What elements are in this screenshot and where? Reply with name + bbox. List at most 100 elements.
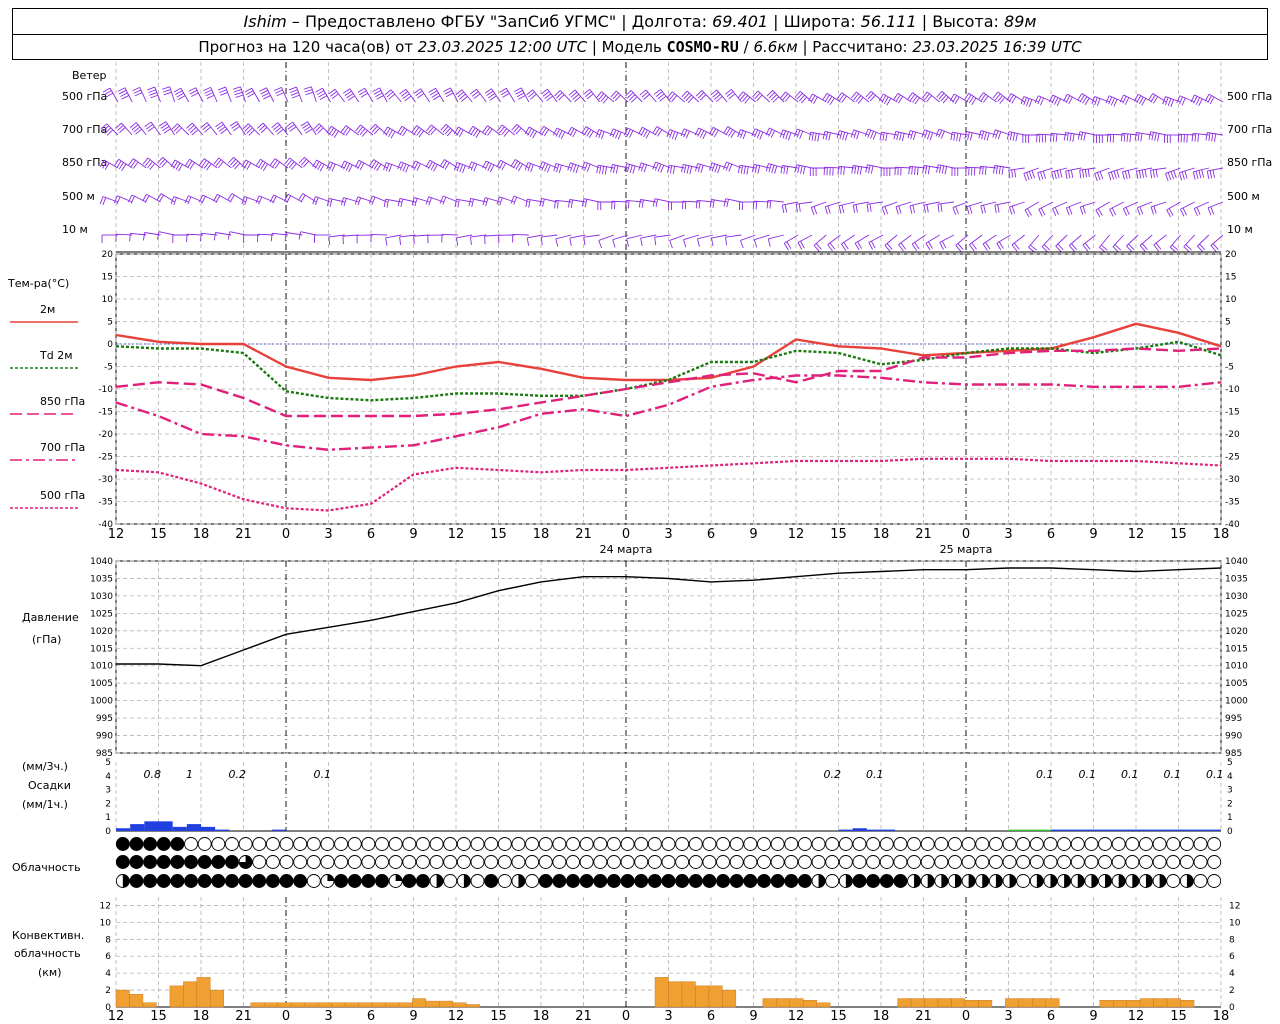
wind-barb-feather [162,126,170,132]
wind-barb-feather [355,124,361,132]
precip-title: Осадки [28,779,71,792]
cloud-fill [593,874,607,888]
wind-barb [856,91,870,103]
pressure-ytick: 1025 [90,609,113,619]
wind-barb-feather [1150,94,1156,103]
wind-barb-feather [937,204,940,213]
wind-barb-feather [244,125,251,132]
wind-barb [983,92,997,103]
wind-barb-feather [697,238,700,247]
wind-barb-feather [191,129,199,136]
temp-ytick-right: 15 [1225,273,1236,283]
wind-barb-feather [468,198,472,207]
wind-barb [165,121,176,136]
pressure-ytick: 1000 [90,697,113,707]
wind-barb-feather [626,164,630,173]
wind-barb-feather [1167,172,1172,181]
wind-barb [476,88,487,103]
cloud-fill [1132,874,1139,888]
wind-barb-feather [785,131,789,140]
wind-barb-feather [468,126,474,134]
hour-label: 21 [915,527,932,542]
wind-barb [569,199,586,203]
wind-barb-feather [1068,170,1071,179]
temp-ytick-right: -15 [1225,408,1240,418]
wind-barb-feather [156,193,162,201]
wind-barb-feather [359,90,367,96]
wind-level-label-right: 10 м [1227,223,1253,236]
wind-barb-feather [1031,170,1036,179]
wind-barb-feather [568,199,571,208]
wind-barb [754,128,770,136]
wind-barb-feather [287,124,295,130]
wind-barb [583,234,600,238]
wind-barb-feather [992,129,996,138]
wind-barb-feather [766,90,774,97]
cloud-circle [825,855,840,869]
pressure-ytick-right: 1000 [1225,697,1248,707]
wind-barb-feather [716,96,723,103]
pressure-ytick: 1020 [90,627,113,637]
wind-barb [248,123,260,136]
wind-barb-feather [390,131,396,139]
wind-barb-feather [471,91,479,97]
conv-bar [439,1000,454,1008]
wind-barb [328,234,345,238]
pressure-title: Давление [22,611,79,624]
wind-barb [236,121,246,136]
wind-barb-feather [1053,171,1057,180]
wind-barb-feather [415,90,423,96]
wind-barb-feather [827,244,833,252]
wind-barb-feather [510,159,516,167]
wind-barb-feather [783,243,789,251]
wind-barb-feather [289,126,297,132]
wind-barb-feather [1204,94,1210,102]
wind-barb-feather [1006,131,1010,140]
wind-barb-feather [909,94,916,102]
wind-barb-feather [782,130,787,139]
cloud-circle [852,837,867,851]
wind-barb-feather [260,89,269,95]
cloud-fill [1036,874,1044,888]
wind-barb-feather [836,92,843,100]
wind-barb-feather [1077,131,1081,140]
wind-barb-feather [567,162,571,171]
wind-barb-feather [994,204,997,213]
cloud-circle [961,837,976,851]
wind-barb-feather [416,163,421,171]
conv-bar [412,998,427,1008]
pressure-ytick: 990 [96,732,113,742]
wind-barb-feather [638,162,642,171]
wind-barb-feather [305,91,314,96]
wind-barb-feather [404,95,412,102]
wind-barb-feather [402,93,410,99]
wind-barb [390,89,402,103]
conv-bar [452,1002,467,1008]
cloud-circle [429,855,444,869]
wind-barb [342,234,359,237]
wind-barb [1008,167,1025,171]
wind-barb-feather [1151,132,1154,141]
hour-label: 0 [622,527,630,542]
cloud-circle [1207,874,1222,888]
wind-barb [1008,131,1025,136]
precip-bar [1065,829,1080,831]
wind-barb-feather [557,200,559,209]
wind-barb-feather [330,91,338,97]
wind-barb [401,125,416,136]
wind-barb-feather [978,92,984,100]
cloud-circle [293,855,308,869]
cloud-fill [416,874,430,888]
wind-barb-feather [388,164,393,173]
wind-barb-feather [574,96,581,103]
conv-bar [1153,998,1168,1008]
wind-barb-feather [966,94,972,102]
hour-label: 3 [664,527,672,542]
header-forecast-row: Прогноз на 120 часа(ов) от 23.03.2025 12… [198,38,1082,56]
wind-barb-feather [612,129,617,138]
wind-barb [109,87,119,103]
wind-barb-feather [518,95,526,100]
wind-barb [853,201,869,206]
wind-barb [571,126,586,136]
wind-barb [374,123,388,136]
